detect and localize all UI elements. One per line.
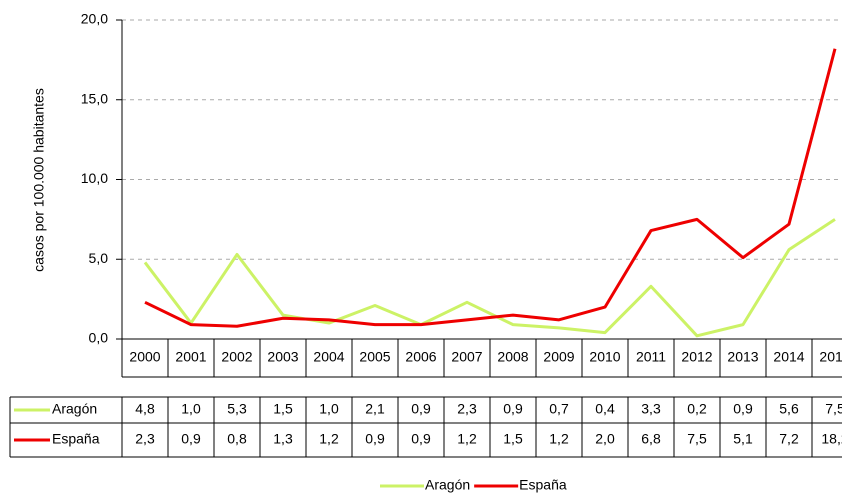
- table-cell: 3,3: [641, 401, 661, 417]
- x-tick-label: 2006: [405, 349, 436, 365]
- table-cell: 5,3: [227, 401, 247, 417]
- table-legend-label: Aragón: [52, 401, 97, 417]
- legend-label: España: [519, 477, 567, 493]
- table-cell: 1,0: [319, 401, 339, 417]
- table-cell: 1,2: [319, 431, 339, 447]
- table-cell: 1,2: [457, 431, 477, 447]
- table-cell: 7,2: [779, 431, 799, 447]
- x-tick-label: 2011: [636, 349, 666, 365]
- table-cell: 1,3: [273, 431, 293, 447]
- x-tick-label: 2005: [359, 349, 390, 365]
- table-cell: 2,3: [135, 431, 155, 447]
- table-cell: 5,1: [733, 431, 753, 447]
- x-tick-label: 2009: [543, 349, 574, 365]
- table-cell: 18,2: [821, 431, 842, 447]
- table-cell: 0,9: [181, 431, 201, 447]
- table-cell: 0,2: [687, 401, 707, 417]
- table-cell: 7,5: [687, 431, 707, 447]
- table-cell: 2,0: [595, 431, 615, 447]
- table-cell: 0,9: [503, 401, 523, 417]
- table-cell: 6,8: [641, 431, 661, 447]
- x-tick-label: 2000: [129, 349, 160, 365]
- table-legend-label: España: [52, 431, 100, 447]
- line: [144, 48, 837, 328]
- y-tick-label: 15,0: [81, 90, 108, 106]
- x-tick-label: 2007: [451, 349, 482, 365]
- x-tick-label: 2002: [221, 349, 252, 365]
- table-cell: 0,9: [733, 401, 753, 417]
- table-cell: 0,7: [549, 401, 569, 417]
- x-tick-label: 2004: [313, 349, 344, 365]
- table-cell: 2,1: [365, 401, 385, 417]
- table-cell: 2,3: [457, 401, 477, 417]
- x-tick-label: 2012: [681, 349, 712, 365]
- x-tick-label: 2014: [773, 349, 804, 365]
- legend-label: Aragón: [425, 477, 470, 493]
- table-cell: 0,8: [227, 431, 247, 447]
- table-cell: 1,5: [503, 431, 523, 447]
- y-tick-label: 10,0: [81, 170, 108, 186]
- x-tick-label: 2010: [589, 349, 620, 365]
- y-axis-label: casos por 100.000 habitantes: [31, 88, 47, 272]
- x-tick-label: 2003: [267, 349, 298, 365]
- table-cell: 0,4: [595, 401, 615, 417]
- x-tick-label: 2008: [497, 349, 528, 365]
- y-tick-label: 20,0: [81, 11, 108, 27]
- y-tick-label: 5,0: [89, 250, 109, 266]
- x-tick-label: 2015: [819, 349, 842, 365]
- table-cell: 0,9: [365, 431, 385, 447]
- table-cell: 0,9: [411, 401, 431, 417]
- table-cell: 7,5: [825, 401, 842, 417]
- table-cell: 1,5: [273, 401, 293, 417]
- x-tick-label: 2001: [175, 349, 206, 365]
- table-cell: 0,9: [411, 431, 431, 447]
- x-tick-label: 2013: [727, 349, 758, 365]
- line: [143, 218, 836, 338]
- table-cell: 1,2: [549, 431, 569, 447]
- table-cell: 1,0: [181, 401, 201, 417]
- table-cell: 4,8: [135, 401, 155, 417]
- y-tick-label: 0,0: [89, 330, 109, 346]
- table-cell: 5,6: [779, 401, 799, 417]
